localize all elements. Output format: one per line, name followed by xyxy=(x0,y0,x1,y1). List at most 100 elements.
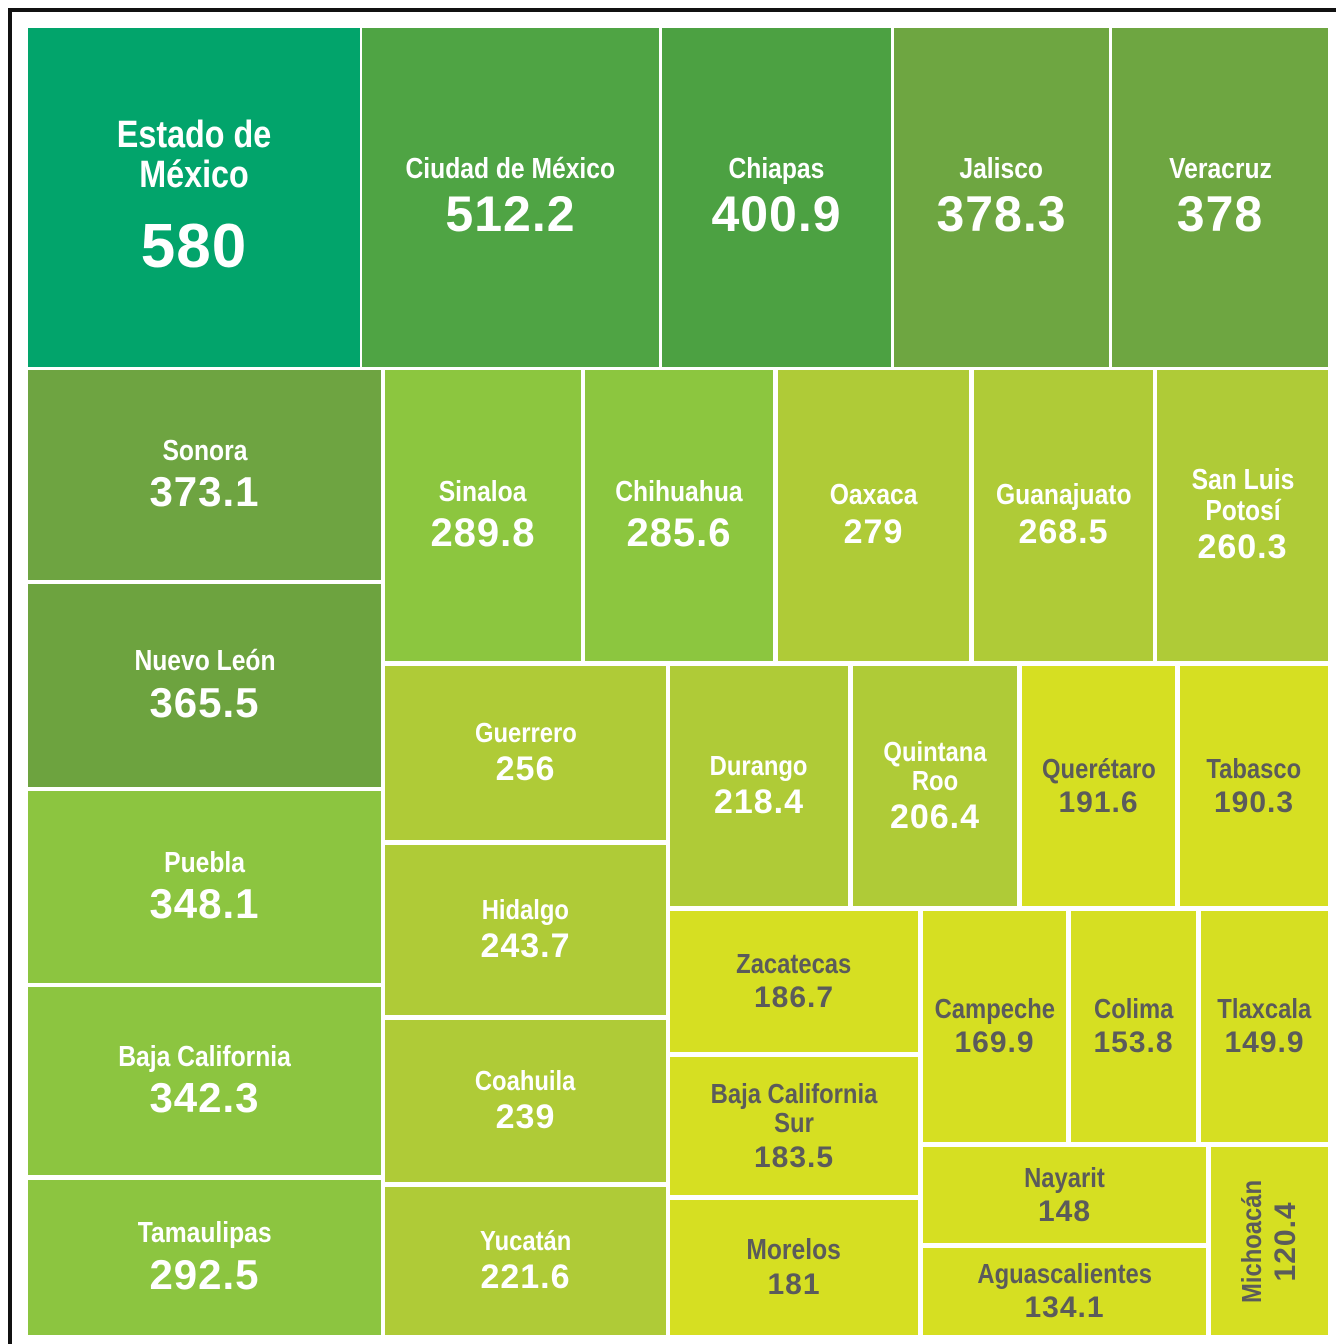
cell-value: 181 xyxy=(767,1267,821,1301)
cell-name: Tlaxcala xyxy=(1217,993,1312,1025)
cell-value: 206.4 xyxy=(889,797,981,836)
treemap-cell: Durango 218.4 xyxy=(670,666,848,906)
cell-value: 148 xyxy=(1037,1194,1092,1228)
treemap-cell: Tlaxcala 149.9 xyxy=(1201,911,1328,1142)
cell-value: 149.9 xyxy=(1224,1026,1305,1060)
cell-label: Durango 218.4 xyxy=(701,751,816,820)
cell-value: 153.8 xyxy=(1093,1026,1174,1060)
cell-label: Guerrero 256 xyxy=(466,718,586,787)
cell-label: Tlaxcala 149.9 xyxy=(1209,994,1320,1059)
treemap-cell: Coahuila 239 xyxy=(385,1020,666,1182)
cell-name: Michoacán xyxy=(1236,1179,1268,1303)
cell-label: Sinaloa 289.8 xyxy=(430,476,535,554)
cell-name: Aguascalientes xyxy=(977,1258,1152,1290)
treemap-cell: Campeche 169.9 xyxy=(923,911,1066,1142)
cell-value: 512.2 xyxy=(445,186,576,243)
cell-label: Coahuila 239 xyxy=(466,1066,584,1135)
cell-value: 400.9 xyxy=(711,186,842,243)
cell-label: Tamaulipas 292.5 xyxy=(126,1218,283,1297)
cell-value: 342.3 xyxy=(149,1074,260,1122)
cell-label: Aguascalientes 134.1 xyxy=(962,1259,1167,1324)
cell-name: Sonora xyxy=(162,434,247,467)
cell-name: Oaxaca xyxy=(829,479,918,512)
cell-value: 348.1 xyxy=(149,880,260,928)
cell-name: Coahuila xyxy=(475,1065,576,1097)
cell-value: 186.7 xyxy=(753,981,835,1015)
cell-label: Nayarit 148 xyxy=(1017,1161,1112,1228)
cell-label: Sonora 373.1 xyxy=(149,434,260,516)
treemap-cell: Colima 153.8 xyxy=(1071,911,1196,1142)
cell-name: Querétaro xyxy=(1041,752,1156,784)
treemap-cell: Michoacán 120.4 xyxy=(1211,1147,1328,1335)
cell-name: Chihuahua xyxy=(615,476,743,509)
cell-label: Nuevo León 365.5 xyxy=(122,646,288,725)
cell-name: San Luis Potosí xyxy=(1191,464,1294,527)
cell-name: Quintana Roo xyxy=(883,735,987,797)
cell-value: 292.5 xyxy=(149,1250,260,1298)
cell-value: 190.3 xyxy=(1213,785,1295,819)
cell-value: 260.3 xyxy=(1197,528,1288,567)
treemap-cell: Quintana Roo 206.4 xyxy=(853,666,1017,906)
cell-label: Baja California Sur 183.5 xyxy=(689,1079,899,1173)
cell-label: Morelos 181 xyxy=(738,1233,849,1301)
cell-label: Veracruz 378 xyxy=(1160,154,1281,241)
cell-label: Estado de México 580 xyxy=(84,114,304,279)
cell-value: 183.5 xyxy=(753,1140,835,1174)
cell-name: Durango xyxy=(710,750,808,782)
treemap-cell: Guerrero 256 xyxy=(385,666,666,840)
cell-label: Querétaro 191.6 xyxy=(1032,752,1166,819)
treemap-cell: Estado de México 580 xyxy=(28,28,360,367)
cell-name: Baja California Sur xyxy=(710,1077,878,1139)
cell-name: Morelos xyxy=(746,1233,842,1266)
cell-name: Guanajuato xyxy=(995,479,1132,512)
cell-value: 268.5 xyxy=(1018,512,1109,551)
cell-label: Chihuahua 285.6 xyxy=(604,476,754,555)
cell-name: Estado de México xyxy=(116,114,272,196)
treemap-cell: Aguascalientes 134.1 xyxy=(923,1248,1206,1335)
cell-value: 378.3 xyxy=(936,186,1067,243)
cell-name: Guerrero xyxy=(474,717,577,749)
cell-name: Jalisco xyxy=(959,153,1044,186)
treemap-cell: Nuevo León 365.5 xyxy=(28,584,381,787)
cell-name: Hidalgo xyxy=(481,894,570,926)
cell-name: Sinaloa xyxy=(439,476,527,509)
cell-name: Ciudad de México xyxy=(405,153,616,186)
treemap-cell: Baja California Sur 183.5 xyxy=(670,1057,918,1195)
cell-name: Zacatecas xyxy=(736,948,852,980)
cell-value: 365.5 xyxy=(149,678,260,726)
treemap-cell: Oaxaca 279 xyxy=(778,370,969,661)
cell-label: Colima 153.8 xyxy=(1087,994,1180,1059)
cell-label: Yucatán 221.6 xyxy=(472,1226,579,1295)
cell-value: 279 xyxy=(843,512,904,551)
treemap-cell: Puebla 348.1 xyxy=(28,791,381,983)
cell-value: 169.9 xyxy=(954,1026,1035,1060)
treemap-cell: Chiapas 400.9 xyxy=(662,28,891,367)
treemap-cell: Zacatecas 186.7 xyxy=(670,911,918,1052)
cell-name: Chiapas xyxy=(728,153,825,186)
treemap-cell: Nayarit 148 xyxy=(923,1147,1206,1243)
treemap-cell: Guanajuato 268.5 xyxy=(974,370,1153,661)
cell-label: Oaxaca 279 xyxy=(822,480,925,550)
treemap-cell: Ciudad de México 512.2 xyxy=(362,28,659,367)
treemap-cell: Tamaulipas 292.5 xyxy=(28,1180,381,1335)
cell-label: Hidalgo 243.7 xyxy=(474,895,577,964)
cell-name: Veracruz xyxy=(1168,153,1272,186)
cell-value: 378 xyxy=(1176,186,1264,243)
cell-label: Tabasco 190.3 xyxy=(1198,752,1310,819)
treemap-frame xyxy=(8,8,1336,1344)
treemap-cell: Sonora 373.1 xyxy=(28,370,381,580)
cell-value: 373.1 xyxy=(149,468,260,516)
treemap-cell: Chihuahua 285.6 xyxy=(585,370,773,661)
cell-label: Chiapas 400.9 xyxy=(711,154,841,241)
treemap-cell: Morelos 181 xyxy=(670,1200,918,1335)
cell-value: 285.6 xyxy=(626,510,732,555)
cell-name: Colima xyxy=(1093,993,1174,1025)
cell-name: Nayarit xyxy=(1024,1161,1105,1193)
cell-name: Tabasco xyxy=(1206,752,1302,784)
cell-label: Quintana Roo 206.4 xyxy=(870,737,1000,835)
cell-name: Yucatán xyxy=(479,1225,572,1257)
treemap-cell: Tabasco 190.3 xyxy=(1180,666,1328,906)
cell-label: Baja California 342.3 xyxy=(103,1041,306,1122)
treemap-cell: Querétaro 191.6 xyxy=(1022,666,1175,906)
cell-label: Guanajuato 268.5 xyxy=(984,480,1144,550)
